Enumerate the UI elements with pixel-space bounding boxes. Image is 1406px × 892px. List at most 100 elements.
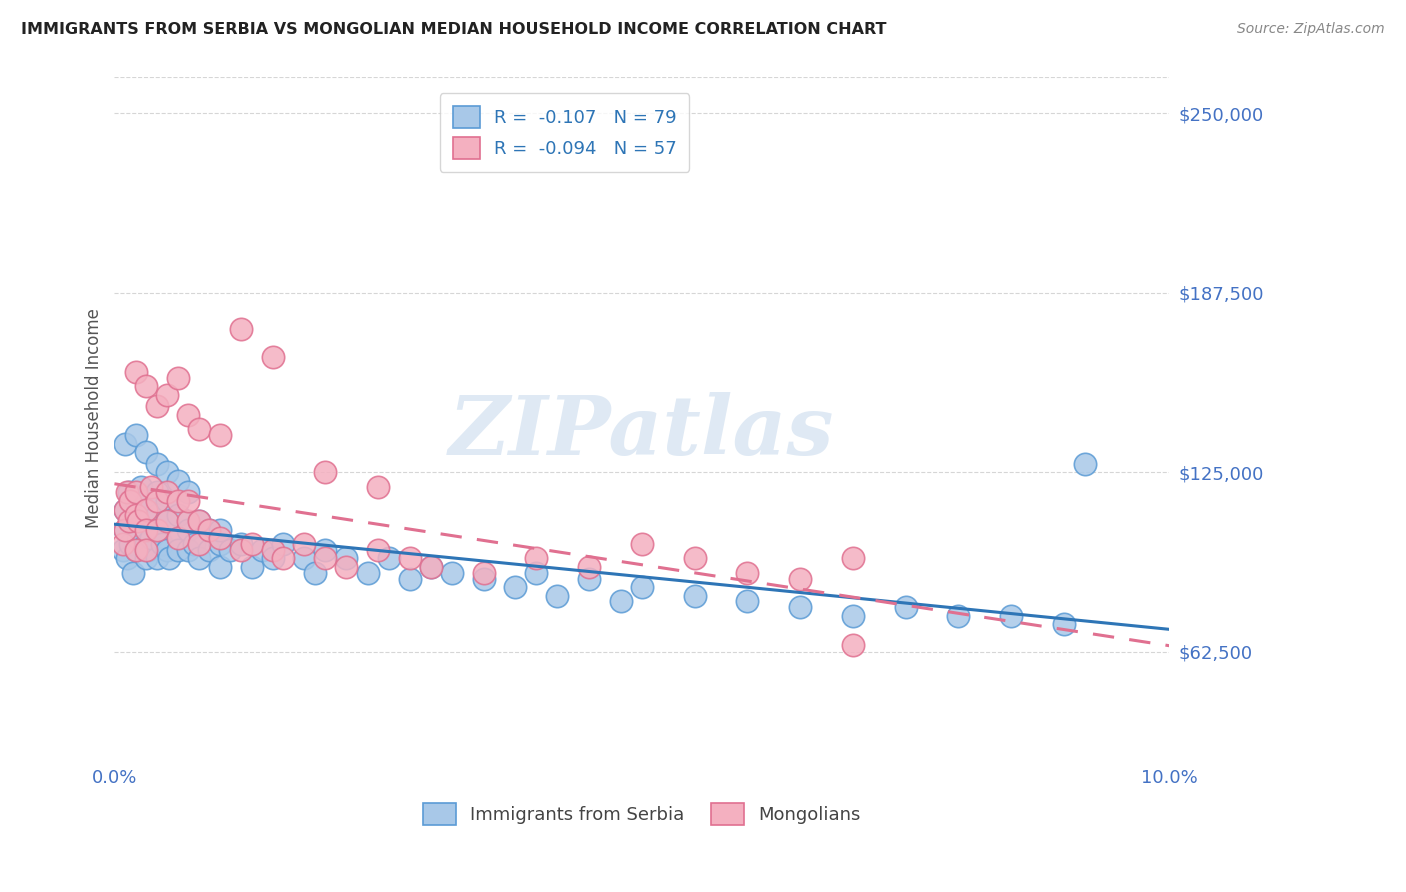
Point — [842, 551, 865, 566]
Point — [177, 523, 200, 537]
Point — [114, 502, 136, 516]
Point — [789, 572, 811, 586]
Point — [630, 580, 652, 594]
Point — [124, 428, 146, 442]
Point — [145, 551, 167, 566]
Point — [166, 494, 188, 508]
Point — [145, 523, 167, 537]
Point — [250, 542, 273, 557]
Point — [141, 480, 163, 494]
Point — [118, 485, 141, 500]
Point — [229, 542, 252, 557]
Text: Source: ZipAtlas.com: Source: ZipAtlas.com — [1237, 22, 1385, 37]
Point — [156, 465, 179, 479]
Point — [419, 560, 441, 574]
Point — [208, 523, 231, 537]
Point — [135, 514, 157, 528]
Point — [120, 494, 142, 508]
Point — [114, 523, 136, 537]
Point — [111, 542, 134, 557]
Point — [135, 445, 157, 459]
Point — [367, 542, 389, 557]
Point — [156, 388, 179, 402]
Point — [114, 502, 136, 516]
Point — [166, 531, 188, 545]
Point — [314, 542, 336, 557]
Point — [114, 436, 136, 450]
Point — [578, 560, 600, 574]
Point — [124, 494, 146, 508]
Point — [187, 537, 209, 551]
Point — [122, 566, 145, 580]
Point — [177, 542, 200, 557]
Point — [208, 537, 231, 551]
Point — [240, 537, 263, 551]
Point — [335, 560, 357, 574]
Point — [314, 551, 336, 566]
Point — [229, 321, 252, 335]
Point — [198, 542, 221, 557]
Point — [157, 551, 180, 566]
Point — [145, 494, 167, 508]
Point — [219, 542, 242, 557]
Point — [124, 542, 146, 557]
Point — [145, 399, 167, 413]
Point — [156, 514, 179, 528]
Point — [377, 551, 399, 566]
Point — [503, 580, 526, 594]
Point — [367, 480, 389, 494]
Point — [472, 566, 495, 580]
Point — [630, 537, 652, 551]
Point — [166, 542, 188, 557]
Point — [240, 560, 263, 574]
Point — [111, 537, 134, 551]
Point — [145, 457, 167, 471]
Point — [120, 514, 142, 528]
Point — [150, 537, 173, 551]
Legend: Immigrants from Serbia, Mongolians: Immigrants from Serbia, Mongolians — [416, 796, 868, 832]
Text: IMMIGRANTS FROM SERBIA VS MONGOLIAN MEDIAN HOUSEHOLD INCOME CORRELATION CHART: IMMIGRANTS FROM SERBIA VS MONGOLIAN MEDI… — [21, 22, 887, 37]
Point — [148, 523, 170, 537]
Point — [292, 551, 315, 566]
Point — [124, 542, 146, 557]
Point — [894, 600, 917, 615]
Point — [136, 542, 159, 557]
Point — [419, 560, 441, 574]
Point — [271, 551, 294, 566]
Point — [129, 480, 152, 494]
Point — [177, 408, 200, 422]
Point — [198, 523, 221, 537]
Point — [271, 537, 294, 551]
Point — [114, 523, 136, 537]
Point — [208, 428, 231, 442]
Point — [842, 638, 865, 652]
Point — [335, 551, 357, 566]
Point — [115, 485, 138, 500]
Point — [440, 566, 463, 580]
Point — [398, 551, 420, 566]
Point — [166, 508, 188, 523]
Point — [208, 531, 231, 545]
Point — [145, 485, 167, 500]
Point — [124, 508, 146, 523]
Point — [578, 572, 600, 586]
Point — [118, 514, 141, 528]
Point — [683, 551, 706, 566]
Point — [127, 531, 149, 545]
Point — [115, 551, 138, 566]
Point — [1053, 617, 1076, 632]
Point — [683, 589, 706, 603]
Point — [609, 594, 631, 608]
Point — [135, 494, 157, 508]
Point — [398, 572, 420, 586]
Point — [262, 351, 284, 365]
Point — [198, 523, 221, 537]
Point — [546, 589, 568, 603]
Point — [135, 502, 157, 516]
Point — [1000, 608, 1022, 623]
Point — [135, 523, 157, 537]
Point — [737, 566, 759, 580]
Point — [141, 531, 163, 545]
Point — [187, 422, 209, 436]
Point — [524, 566, 547, 580]
